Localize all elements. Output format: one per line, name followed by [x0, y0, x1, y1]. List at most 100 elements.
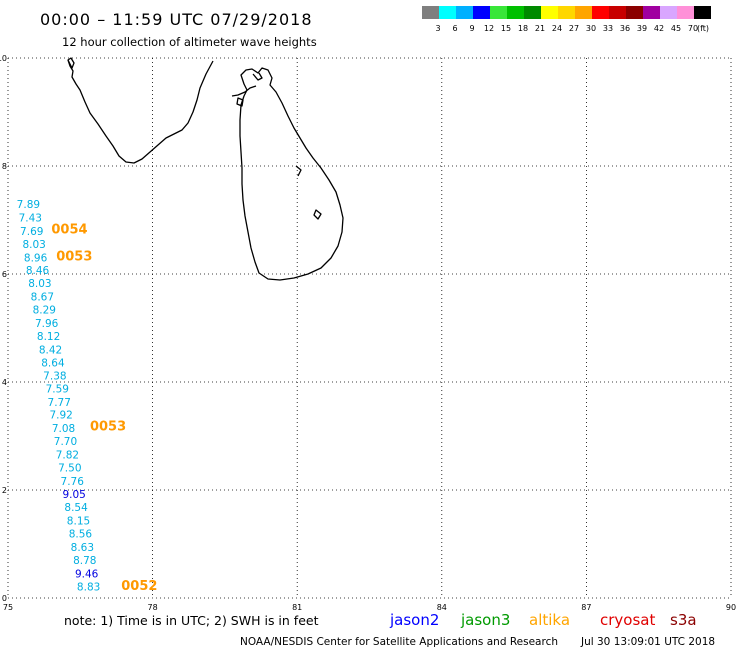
legend-swatch	[626, 6, 643, 19]
legend-swatch	[439, 6, 456, 19]
swh-reading: 7.96	[35, 318, 59, 330]
satellite-jason2: jason2	[389, 611, 439, 629]
longitude-tick: 78	[148, 603, 158, 612]
india-west-islet	[67, 57, 75, 69]
legend-label: 12	[484, 24, 494, 33]
legend-label: 42	[654, 24, 664, 33]
legend-swatch	[490, 6, 507, 19]
pass-time-label: 0053	[90, 420, 126, 435]
swh-reading: 7.76	[61, 476, 85, 488]
swh-reading: 8.64	[41, 357, 65, 369]
latitude-tick-labels: 0 2 4 6 8 10	[0, 54, 7, 603]
pass-time-label: 0052	[121, 579, 157, 594]
swh-reading: 8.54	[64, 502, 88, 514]
satellite-jason3: jason3	[460, 611, 510, 629]
legend-swatch	[422, 6, 439, 19]
legend-label: 27	[569, 24, 579, 33]
batticaloa-lagoon	[313, 209, 322, 220]
legend-swatch	[524, 6, 541, 19]
swh-reading: 8.56	[69, 529, 93, 541]
legend-label: 3	[435, 24, 440, 33]
swh-reading: 7.38	[43, 370, 66, 382]
legend-swatch	[575, 6, 592, 19]
longitude-tick: 90	[726, 603, 736, 612]
footer-note: note: 1) Time is in UTC; 2) SWH is in fe…	[64, 613, 319, 628]
legend-label: 33	[603, 24, 613, 33]
color-legend: 3 6 9 12 15 18 21 24 27 30 33 36 39 42 45 70(ft)	[422, 6, 711, 33]
swh-reading: 8.78	[73, 555, 96, 567]
swh-reading: 7.70	[54, 436, 77, 448]
legend-swatch	[507, 6, 524, 19]
swh-reading: 7.43	[19, 213, 42, 225]
legend-label: 70	[688, 24, 698, 33]
credit-line: NOAA/NESDIS Center for Satellite Applica…	[240, 636, 558, 648]
latitude-tick: 10	[0, 54, 7, 63]
swh-reading: 8.03	[28, 278, 51, 290]
pass-time-label: 0054	[51, 223, 87, 238]
legend-label: 21	[535, 24, 545, 33]
trincomalee-bay	[295, 165, 302, 177]
legend-label: 6	[452, 24, 457, 33]
latitude-tick: 2	[2, 486, 7, 495]
legend-label: 24	[552, 24, 562, 33]
longitude-tick: 81	[292, 603, 302, 612]
legend-label: 9	[469, 24, 474, 33]
swh-reading: 8.12	[37, 331, 60, 343]
swh-reading: 8.46	[26, 265, 50, 277]
latitude-tick: 6	[2, 270, 7, 279]
swh-reading: 7.50	[58, 463, 81, 475]
pass-time-labels: 0054 0053 0053 0052	[51, 223, 157, 594]
latitude-tick: 4	[2, 378, 7, 387]
swh-reading: 8.03	[22, 239, 45, 251]
latitude-tick: 0	[2, 594, 7, 603]
lat-lon-gridlines	[7, 57, 732, 599]
swh-reading: 7.77	[48, 397, 71, 409]
map-subtitle: 12 hour collection of altimeter wave hei…	[62, 35, 317, 49]
swh-reading: 7.82	[56, 450, 79, 462]
map-title: 00:00 – 11:59 UTC 07/29/2018	[40, 10, 313, 29]
latitude-tick: 8	[2, 162, 7, 171]
longitude-tick-labels: 75 78 81 84 87 90	[3, 603, 736, 612]
legend-swatch	[694, 6, 711, 19]
longitude-tick: 75	[3, 603, 13, 612]
legend-label: 45	[671, 24, 681, 33]
legend-swatch	[660, 6, 677, 19]
swh-reading: 8.42	[39, 344, 62, 356]
satellite-s3a: s3a	[670, 611, 697, 629]
adams-bridge	[231, 85, 257, 97]
swh-reading: 8.83	[77, 581, 100, 593]
satellite-cryosat: cryosat	[600, 611, 655, 629]
swh-reading: 9.46	[75, 568, 99, 580]
longitude-tick: 87	[581, 603, 591, 612]
swh-reading: 9.05	[62, 489, 85, 501]
swh-reading: 7.92	[49, 410, 72, 422]
legend-swatch	[677, 6, 694, 19]
legend-swatch	[609, 6, 626, 19]
satellite-altika: altika	[529, 611, 570, 629]
map-plot-area: 75 78 81 84 87 90 0 2 4 6 8 10	[0, 54, 736, 612]
legend-swatch	[456, 6, 473, 19]
legend-swatch	[558, 6, 575, 19]
jaffna-lagoon	[252, 72, 263, 81]
legend-label: 39	[637, 24, 647, 33]
swh-reading: 8.29	[33, 304, 56, 316]
swh-reading: 8.15	[67, 516, 90, 528]
legend-label: 18	[518, 24, 528, 33]
legend-swatch	[473, 6, 490, 19]
india-coastline	[67, 59, 214, 164]
swh-reading: 8.96	[24, 253, 48, 265]
legend-swatch	[592, 6, 609, 19]
satellite-legend: jason2 jason3 altika cryosat s3a	[389, 611, 697, 629]
swh-reading: 8.67	[31, 291, 54, 303]
legend-label: 36	[620, 24, 630, 33]
wave-height-readings: 7.897.437.698.038.968.468.038.678.297.96…	[17, 199, 101, 593]
mannar-island	[236, 97, 244, 107]
generated-timestamp: Jul 30 13:09:01 UTC 2018	[580, 636, 715, 648]
swh-reading: 7.69	[20, 226, 43, 238]
legend-unit: (ft)	[697, 24, 709, 33]
swh-reading: 7.08	[52, 423, 75, 435]
legend-swatch	[643, 6, 660, 19]
legend-label: 30	[586, 24, 596, 33]
swh-reading: 7.89	[17, 199, 40, 211]
